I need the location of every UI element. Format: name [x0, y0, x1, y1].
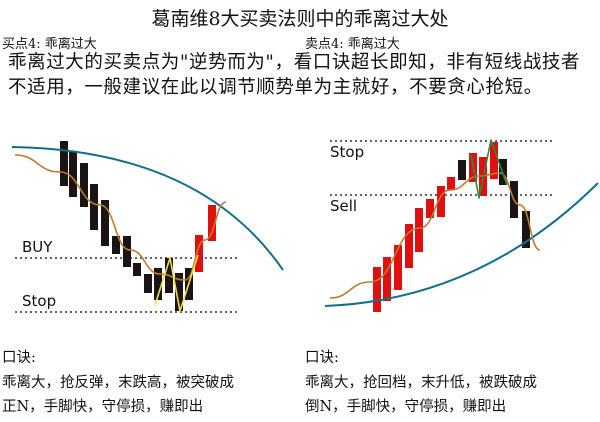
- candlestick: [383, 257, 391, 301]
- short-moving-average: [14, 154, 227, 281]
- candlestick: [447, 177, 455, 190]
- short-moving-average: [329, 172, 541, 299]
- candlestick: [195, 235, 203, 272]
- candlestick: [144, 274, 152, 293]
- candlestick: [133, 263, 141, 276]
- long-moving-average: [11, 146, 284, 271]
- sell-chart: Stop Sell: [324, 139, 599, 312]
- sell-text: Sell: [330, 197, 357, 215]
- candlestick: [208, 205, 216, 241]
- candlestick: [80, 163, 88, 207]
- sell-point-label: 卖点4: 乖离过大: [305, 37, 400, 52]
- description-paragraph: 乖离过大的买卖点为"逆势而为"，看口诀超长即知，非有短线战技者不适用，一般建议在…: [8, 52, 581, 98]
- buy-chart: BUY Stop: [11, 141, 284, 313]
- candlestick: [90, 184, 98, 230]
- candlestick: [154, 268, 162, 300]
- stop-text: Stop: [330, 143, 364, 161]
- candlestick: [101, 200, 109, 246]
- left-mnemonic-line: 正N，手脚快，守停损，赚即出: [2, 399, 204, 415]
- inverted-n-pattern-line: [470, 139, 508, 199]
- candlestick: [415, 208, 423, 252]
- buy-text: BUY: [22, 238, 53, 256]
- candlestick: [405, 224, 413, 268]
- candlestick: [458, 160, 466, 180]
- right-mnemonic-line: 乖离大，抢回档，末升低，被跌破成: [305, 375, 537, 391]
- candlestick: [112, 236, 120, 254]
- candlestick: [522, 211, 530, 248]
- long-moving-average: [324, 182, 599, 307]
- candlestick: [175, 273, 183, 311]
- candlestick: [60, 141, 68, 186]
- right-mnemonic-heading: 口诀:: [305, 350, 339, 366]
- page-title: 葛南维8大买卖法则中的乖离过大处: [151, 8, 449, 30]
- candlestick: [69, 152, 77, 197]
- stop-text: Stop: [22, 292, 56, 310]
- left-mnemonic-heading: 口诀:: [2, 350, 36, 366]
- candlestick: [437, 186, 445, 217]
- candlestick: [394, 245, 402, 290]
- candlestick: [123, 236, 131, 267]
- right-mnemonic-line: 倒N，手脚快，守停损，赚即出: [305, 399, 507, 415]
- candlestick: [426, 199, 434, 218]
- n-pattern-line: [154, 254, 199, 312]
- candlestick: [490, 142, 498, 179]
- candlestick: [373, 267, 381, 312]
- left-mnemonic-line: 乖离大，抢反弹，末跌高，被突破成: [2, 375, 234, 391]
- buy-point-label: 买点4: 乖离过大: [2, 37, 97, 52]
